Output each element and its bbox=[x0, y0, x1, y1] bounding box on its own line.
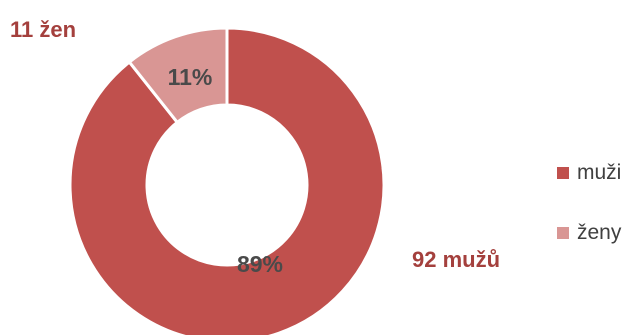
legend-label-muzi: muži bbox=[577, 161, 621, 184]
count-label-muzi: 92 mužů bbox=[412, 247, 500, 272]
legend-label-zeny: ženy bbox=[577, 221, 622, 244]
slice-muzi bbox=[68, 26, 386, 335]
percent-label-zeny: 11% bbox=[168, 64, 213, 90]
legend-item-zeny: ženy bbox=[557, 221, 622, 244]
legend-swatch-zeny bbox=[557, 227, 569, 239]
percent-label-muzi: 89% bbox=[237, 251, 283, 277]
count-label-zeny: 11 žen bbox=[10, 17, 76, 42]
legend-swatch-muzi bbox=[557, 167, 569, 179]
slice-zeny bbox=[127, 26, 229, 125]
legend-item-muzi: muži bbox=[557, 161, 621, 184]
